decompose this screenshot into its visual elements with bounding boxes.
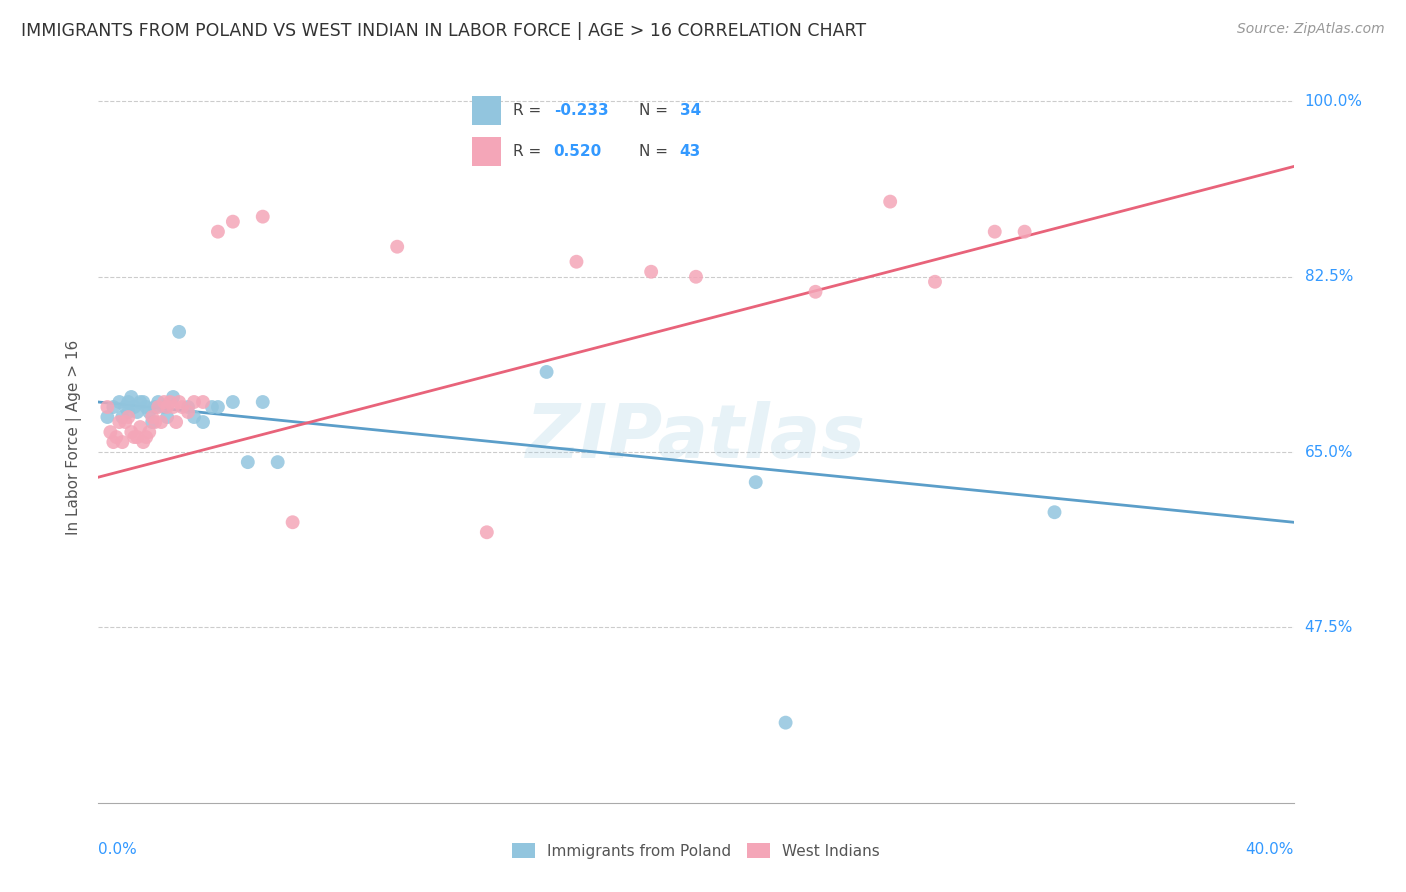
Point — [159, 395, 181, 409]
Point — [153, 395, 176, 409]
Point — [162, 390, 184, 404]
Point — [114, 400, 136, 414]
Point — [281, 515, 304, 529]
Text: 40.0%: 40.0% — [1246, 842, 1294, 856]
Point — [685, 269, 707, 284]
Point — [172, 400, 194, 414]
Point — [103, 400, 125, 414]
Point — [129, 420, 152, 434]
Point — [207, 225, 229, 239]
Point — [1043, 505, 1066, 519]
Point — [124, 430, 146, 444]
Point — [120, 425, 142, 439]
Text: 65.0%: 65.0% — [1305, 444, 1353, 459]
Point — [117, 410, 139, 425]
Point — [1014, 225, 1036, 239]
Point — [775, 715, 797, 730]
Point — [153, 400, 176, 414]
Point — [96, 400, 118, 414]
Text: IMMIGRANTS FROM POLAND VS WEST INDIAN IN LABOR FORCE | AGE > 16 CORRELATION CHAR: IMMIGRANTS FROM POLAND VS WEST INDIAN IN… — [21, 22, 866, 40]
Point — [536, 365, 558, 379]
Point — [640, 265, 662, 279]
Text: 0.0%: 0.0% — [98, 842, 138, 856]
Point — [96, 410, 118, 425]
Point — [120, 390, 142, 404]
Text: 82.5%: 82.5% — [1305, 269, 1353, 285]
Point — [156, 410, 179, 425]
Point — [222, 395, 245, 409]
Point — [191, 415, 214, 429]
Point — [252, 395, 274, 409]
Text: Source: ZipAtlas.com: Source: ZipAtlas.com — [1237, 22, 1385, 37]
Point — [105, 430, 128, 444]
Legend: Immigrants from Poland, West Indians: Immigrants from Poland, West Indians — [506, 837, 886, 864]
Point — [745, 475, 768, 490]
Text: ZIPatlas: ZIPatlas — [526, 401, 866, 474]
Point — [148, 395, 170, 409]
Text: 47.5%: 47.5% — [1305, 620, 1353, 635]
Point — [236, 455, 259, 469]
Point — [183, 410, 205, 425]
Point — [124, 400, 146, 414]
Point — [207, 400, 229, 414]
Point — [132, 435, 155, 450]
Point — [148, 400, 170, 414]
Point — [138, 405, 160, 419]
Point — [135, 430, 157, 444]
Point — [135, 400, 157, 414]
Point — [141, 415, 163, 429]
Point — [267, 455, 290, 469]
Point — [191, 395, 214, 409]
Point — [111, 410, 134, 425]
Point — [475, 525, 498, 540]
Point — [167, 395, 190, 409]
Point — [804, 285, 827, 299]
Point — [141, 410, 163, 425]
Point — [183, 395, 205, 409]
Point — [117, 395, 139, 409]
Point — [222, 214, 245, 228]
Point — [114, 415, 136, 429]
Point — [984, 225, 1007, 239]
Text: 100.0%: 100.0% — [1305, 94, 1362, 109]
Point — [385, 240, 409, 254]
Point — [177, 405, 200, 419]
Point — [167, 325, 190, 339]
Point — [252, 210, 274, 224]
Point — [98, 425, 122, 439]
Y-axis label: In Labor Force | Age > 16: In Labor Force | Age > 16 — [66, 340, 83, 534]
Point — [162, 400, 184, 414]
Point — [177, 400, 200, 414]
Point — [103, 435, 125, 450]
Point — [108, 415, 131, 429]
Point — [156, 400, 179, 414]
Point — [565, 254, 588, 268]
Point — [924, 275, 946, 289]
Point — [201, 400, 224, 414]
Point — [117, 405, 139, 419]
Point — [108, 395, 131, 409]
Point — [138, 425, 160, 439]
Point — [132, 395, 155, 409]
Point — [111, 435, 134, 450]
Point — [165, 415, 187, 429]
Point — [127, 405, 149, 419]
Point — [150, 415, 173, 429]
Point — [129, 395, 152, 409]
Point — [143, 400, 166, 414]
Point — [127, 430, 149, 444]
Point — [143, 415, 166, 429]
Point — [879, 194, 901, 209]
